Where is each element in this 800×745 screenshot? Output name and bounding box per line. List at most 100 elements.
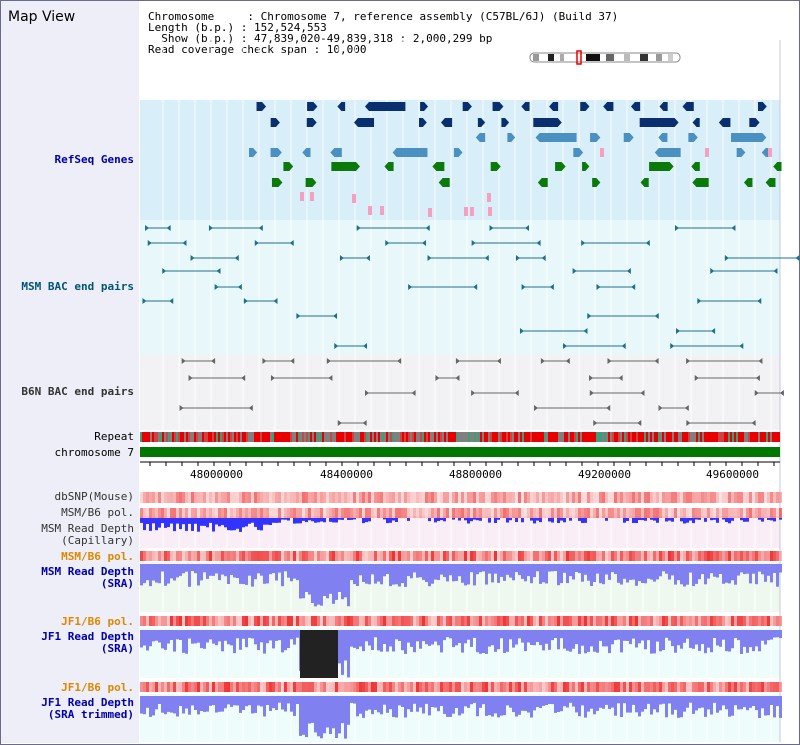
track-label-repeat[interactable]: Repeat: [94, 430, 134, 443]
polymorphism-cell: [515, 551, 518, 561]
track-label-jf1-trimmed-sub: (SRA trimmed): [47, 708, 134, 721]
polymorphism-cell: [272, 492, 275, 503]
read-depth-bar: [491, 630, 494, 646]
polymorphism-cell: [293, 492, 296, 503]
track-label-jf1-pol-2[interactable]: JF1/B6 pol.: [61, 681, 134, 694]
read-depth-bar: [182, 518, 185, 525]
read-depth-bar: [362, 630, 365, 652]
read-depth-bar: [764, 630, 767, 645]
track-label-msm-pol-1[interactable]: MSM/B6 pol.: [61, 506, 134, 519]
read-depth-bar: [746, 518, 749, 522]
repeat-segment: [770, 432, 772, 442]
read-depth-bar: [485, 630, 488, 654]
track-label-jf1-pol-1[interactable]: JF1/B6 pol.: [61, 615, 134, 628]
polymorphism-cell: [182, 682, 185, 692]
track-label-refseq[interactable]: RefSeq Genes: [54, 153, 134, 166]
polymorphism-cell: [776, 492, 779, 503]
jf1-saturated-region: [300, 630, 338, 678]
track-label-jf1-trimmed[interactable]: JF1 Read Depth: [41, 696, 134, 709]
polymorphism-cell: [644, 492, 647, 503]
repeat-segment: [758, 432, 760, 442]
refseq-gene-glyph: [492, 102, 504, 111]
read-depth-bar: [188, 630, 191, 639]
polymorphism-cell: [143, 508, 146, 518]
read-depth-bar: [296, 564, 299, 581]
track-label-jf1-depth[interactable]: JF1 Read Depth: [41, 630, 134, 643]
track-label-dbsnp[interactable]: dbSNP(Mouse): [54, 490, 134, 503]
read-depth-bar: [593, 696, 596, 715]
read-depth-bar: [308, 564, 311, 595]
read-depth-bar: [233, 518, 236, 531]
read-depth-bar: [509, 630, 512, 640]
repeat-segment: [698, 432, 700, 442]
polymorphism-cell: [323, 616, 326, 626]
polymorphism-cell: [770, 616, 773, 626]
polymorphism-cell: [404, 508, 407, 518]
polymorphism-cell: [182, 508, 185, 518]
polymorphism-cell: [548, 492, 551, 503]
polymorphism-cell: [629, 616, 632, 626]
repeat-segment: [644, 432, 646, 442]
repeat-segment: [576, 432, 578, 442]
polymorphism-cell: [584, 616, 587, 626]
read-depth-bar: [353, 696, 356, 704]
repeat-segment: [458, 432, 460, 442]
polymorphism-cell: [158, 508, 161, 518]
polymorphism-cell: [701, 551, 704, 561]
read-depth-bar: [611, 696, 614, 708]
read-depth-bar: [590, 564, 593, 586]
repeat-segment: [150, 432, 152, 442]
track-label-b6n-bac[interactable]: B6N BAC end pairs: [21, 385, 134, 398]
polymorphism-cell: [761, 492, 764, 503]
read-depth-bar: [587, 696, 590, 712]
read-depth-bar: [620, 564, 623, 585]
polymorphism-cell: [704, 682, 707, 692]
polymorphism-cell: [578, 551, 581, 561]
read-depth-bar: [584, 696, 587, 718]
polymorphism-cell: [359, 682, 362, 692]
read-depth-bar: [158, 518, 161, 528]
refseq-gene-glyph: [432, 162, 445, 171]
read-depth-bar: [698, 630, 701, 651]
bac-end-marker: [397, 358, 402, 364]
refseq-gene-glyph: [658, 133, 668, 142]
polymorphism-cell: [587, 551, 590, 561]
bac-end-marker: [758, 358, 763, 364]
track-label-msm-depth-sra[interactable]: MSM Read Depth: [41, 565, 134, 578]
polymorphism-cell: [767, 492, 770, 503]
refseq-gene-glyph: [749, 118, 760, 127]
polymorphism-cell: [380, 492, 383, 503]
polymorphism-cell: [722, 551, 725, 561]
read-depth-bar: [464, 630, 467, 644]
repeat-segment: [472, 432, 474, 442]
polymorphism-cell: [533, 616, 536, 626]
polymorphism-cell: [431, 551, 434, 561]
polymorphism-cell: [176, 682, 179, 692]
read-depth-bar: [518, 696, 521, 715]
track-label-msm-bac[interactable]: MSM BAC end pairs: [21, 280, 134, 293]
polymorphism-cell: [773, 682, 776, 692]
read-depth-bar: [206, 518, 209, 528]
track-label-msm-depth-cap[interactable]: MSM Read Depth: [41, 522, 134, 535]
repeat-segment: [500, 432, 502, 442]
read-depth-bar: [245, 696, 248, 707]
polymorphism-cell: [389, 492, 392, 503]
bac-end-marker: [243, 298, 248, 304]
read-depth-bar: [350, 696, 353, 703]
polymorphism-cell: [536, 492, 539, 503]
polymorphism-cell: [338, 682, 341, 692]
repeat-segment: [562, 432, 564, 442]
polymorphism-cell: [188, 508, 191, 518]
repeat-segment: [342, 432, 344, 442]
read-depth-bar: [272, 518, 275, 523]
polymorphism-cell: [767, 508, 770, 518]
read-depth-bar: [497, 518, 500, 520]
polymorphism-cell: [458, 551, 461, 561]
polymorphism-cell: [479, 616, 482, 626]
polymorphism-cell: [230, 492, 233, 503]
read-depth-bar: [716, 518, 719, 523]
read-depth-bar: [197, 518, 200, 532]
read-depth-bar: [623, 630, 626, 641]
track-label-msm-pol-2[interactable]: MSM/B6 pol.: [61, 550, 134, 563]
